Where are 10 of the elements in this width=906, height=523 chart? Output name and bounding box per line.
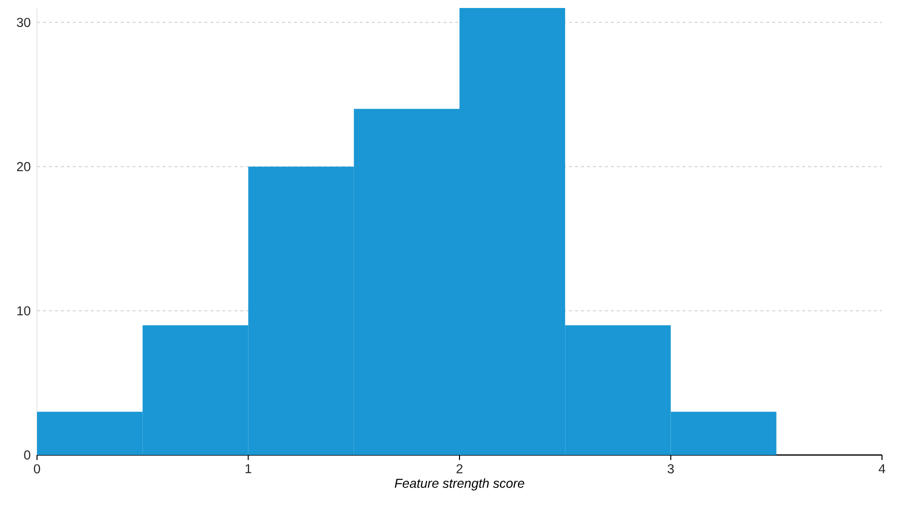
x-tick-label: 1 — [246, 464, 252, 474]
x-tick-label: 0 — [34, 464, 40, 474]
y-tick-label: 20 — [17, 162, 30, 172]
x-tick-label: 3 — [668, 464, 674, 474]
y-tick-label: 30 — [16, 18, 30, 27]
x-axis-title: Feature strength score — [394, 478, 524, 490]
y-tick-label: 10 — [17, 306, 30, 316]
x-tick-label: 2 — [456, 464, 462, 474]
y-tick-label: 0 — [24, 450, 30, 460]
x-tick-label: 4 — [878, 464, 886, 474]
